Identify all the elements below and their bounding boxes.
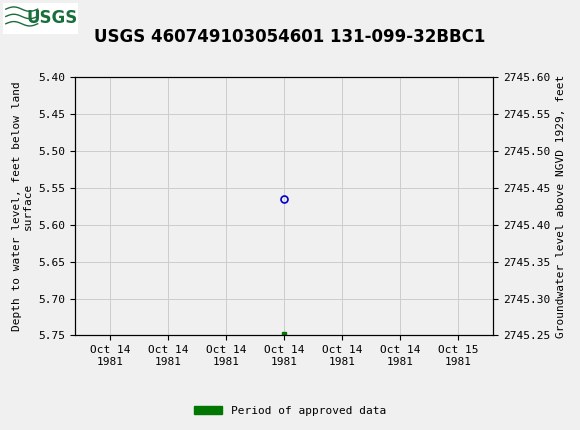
- FancyBboxPatch shape: [3, 3, 78, 34]
- Legend: Period of approved data: Period of approved data: [190, 401, 390, 420]
- Y-axis label: Depth to water level, feet below land
surface: Depth to water level, feet below land su…: [12, 82, 33, 331]
- Text: USGS: USGS: [27, 9, 78, 27]
- Y-axis label: Groundwater level above NGVD 1929, feet: Groundwater level above NGVD 1929, feet: [556, 75, 566, 338]
- Text: USGS 460749103054601 131-099-32BBC1: USGS 460749103054601 131-099-32BBC1: [95, 28, 485, 46]
